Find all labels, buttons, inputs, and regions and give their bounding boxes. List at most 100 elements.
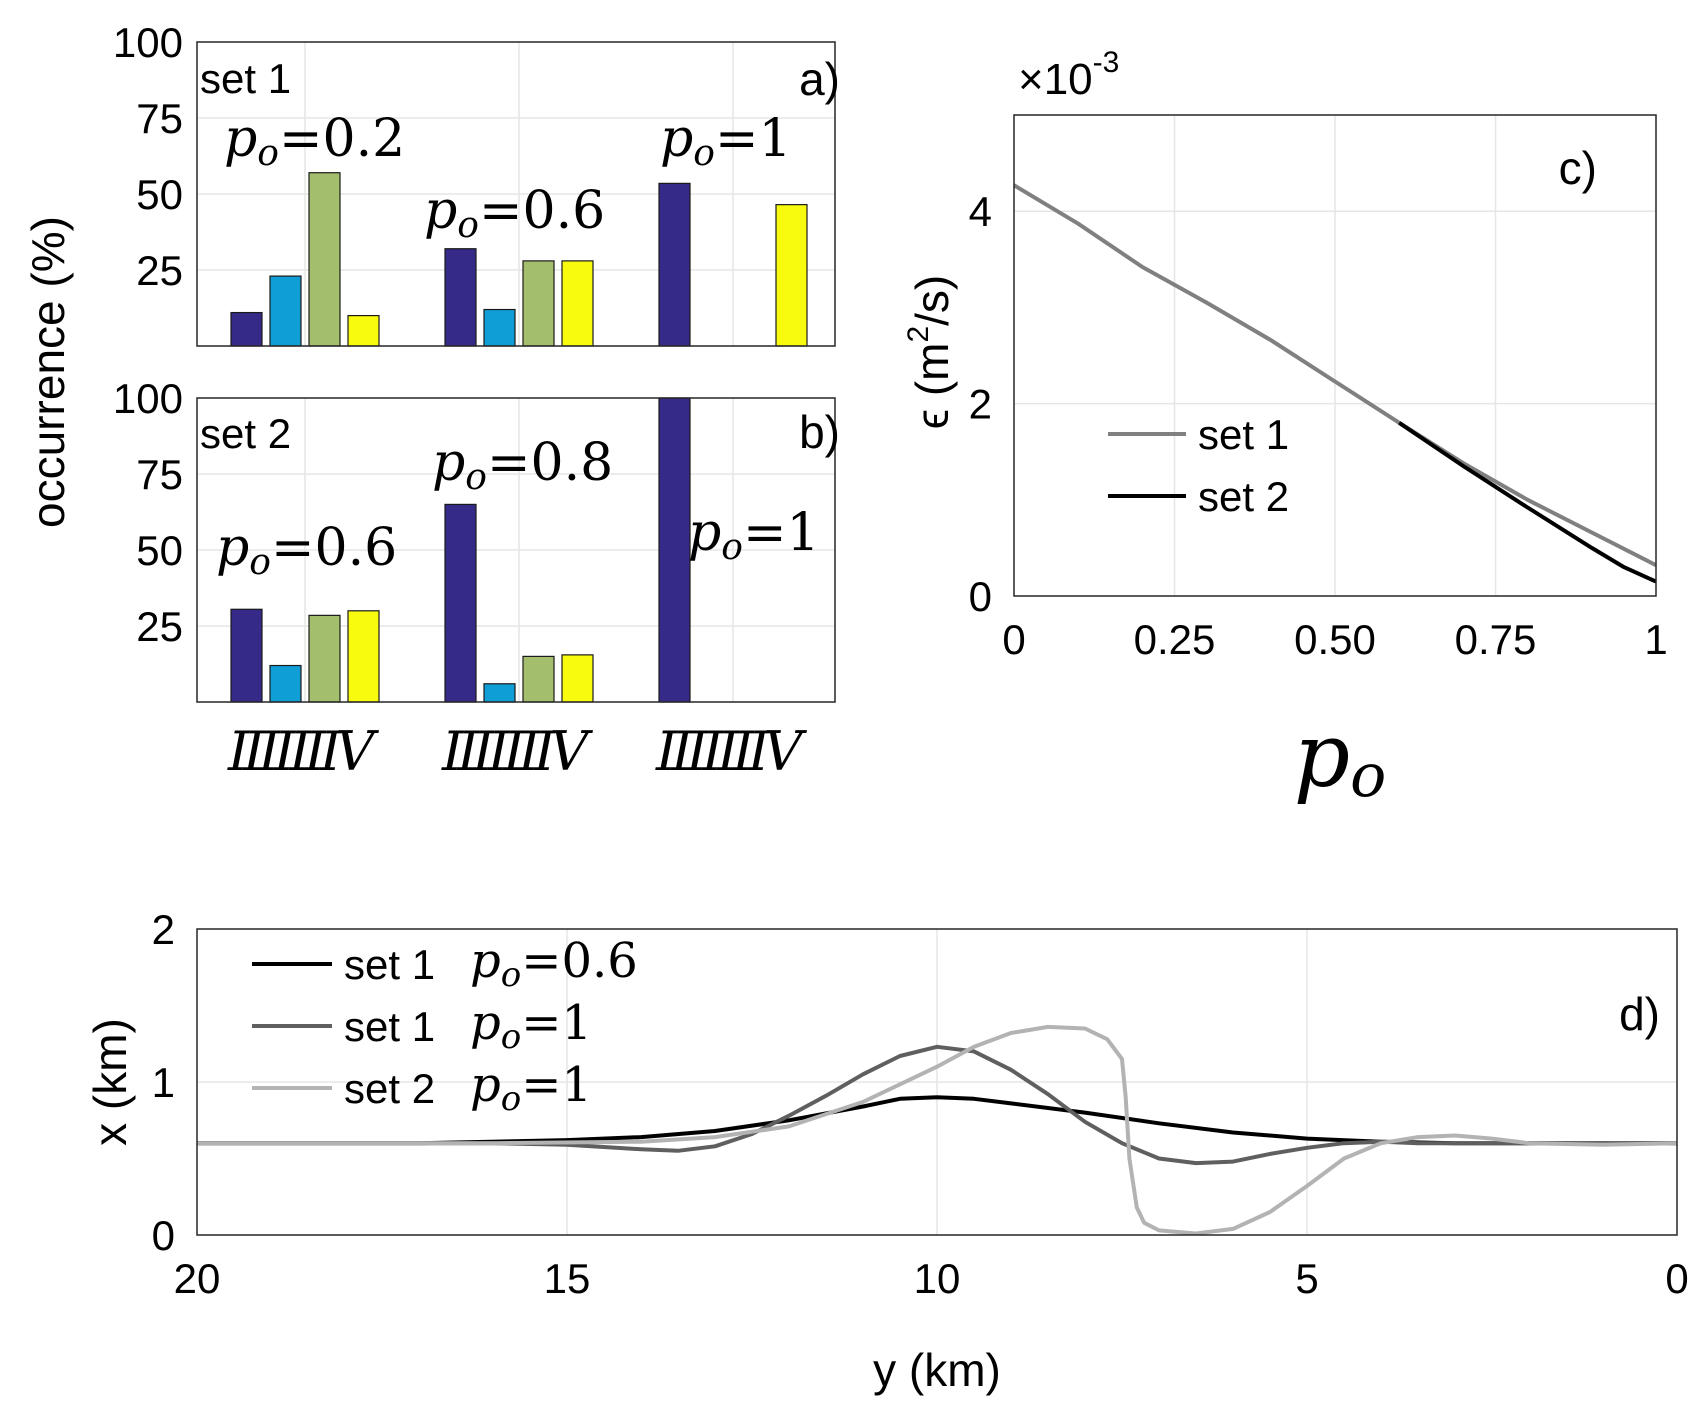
panel-c-ylabel: ϵ (m2/s): [902, 275, 958, 430]
panel-c-frame: [1013, 114, 1657, 597]
panel-b-annotation: po=0.8: [432, 433, 613, 498]
panel-c-xlabel: po: [1294, 704, 1386, 811]
panel-a-bar: [269, 275, 302, 347]
panel-d-ticks: 20 15 10 5 0 0 1 2: [152, 906, 1689, 1302]
panel-a-label: a): [799, 53, 840, 105]
panel-d-legend-annotation-p: p: [470, 995, 501, 1051]
panel-b-annotation-sub: o: [249, 542, 271, 583]
panel-d-ylabel: x (km): [84, 1018, 136, 1146]
panel-b-annotation-sub: o: [465, 457, 487, 498]
panel-ab-ylabel: occurrence (%): [22, 216, 74, 528]
panel-a-annotation-sub: o: [457, 205, 479, 246]
panel-a-yticks: 25 50 75 100: [113, 19, 183, 294]
panel-a-frame: [196, 41, 836, 347]
panel-d-xtick-label: 10: [914, 1255, 961, 1302]
panel-c-label: c): [1559, 142, 1597, 194]
panel-c-xtick-label: 0.50: [1294, 616, 1376, 663]
panel-a-annotation-sub: o: [693, 133, 715, 174]
panel-c-ylabel-suffix: /s): [906, 275, 958, 326]
panel-a-annotation-value: =0.6: [479, 181, 605, 241]
panel-d-legend-annotation: po=1: [470, 1057, 592, 1119]
panel-c-ticks: 0 0.25 0.50 0.75 1 0 2 4: [969, 188, 1668, 663]
panel-b-ytick-label: 50: [136, 527, 183, 574]
panel-a-ytick-label: 75: [136, 95, 183, 142]
panel-a-bar: [483, 308, 516, 347]
panel-b-bar: [308, 614, 341, 703]
panel-a-annotation: po=0.2: [224, 109, 405, 174]
panel-a-annotation-sub: o: [257, 133, 279, 174]
panel-b-annotation-sub: o: [721, 527, 743, 568]
panel-d-ytick-label: 0: [152, 1212, 175, 1259]
panel-d-frame: [196, 928, 1678, 1236]
panel-d-legend-annotation-sub: o: [501, 1017, 521, 1057]
panel-b-bar: [561, 654, 594, 703]
panel-c-xtick-label: 0: [1002, 616, 1025, 663]
panel-a-annotations: po=0.2po=0.6po=1: [224, 109, 792, 246]
panel-d-legend-annotation-p: p: [470, 933, 501, 989]
panel-b-yticks: 25 50 75 100: [113, 375, 183, 650]
panel-d-xlabel: y (km): [873, 1344, 1001, 1396]
panel-c-xlabel-base: p: [1294, 704, 1350, 807]
panel-b-annotations: po=0.6po=0.8po=1: [216, 433, 820, 583]
panel-b-category-group: IIIIIIIV: [655, 720, 807, 783]
panel-a-bar: [658, 182, 691, 347]
panel-d-legend-label: set 2: [344, 1065, 435, 1112]
panel-a-bar: [230, 311, 263, 347]
panel-b-annotation-p: p: [432, 433, 465, 493]
panel-a-annotation-value: =0.2: [279, 109, 405, 169]
panel-a-ytick-label: 100: [113, 19, 183, 66]
panel-a-annotation-value: =1: [715, 109, 792, 169]
panel-b-bar: [658, 397, 691, 703]
panel-c-legend: set 1 set 2: [1108, 411, 1289, 520]
panel-d-legend-annotation-sub: o: [501, 1079, 521, 1119]
panel-d-xtick-label: 5: [1295, 1255, 1318, 1302]
panel-c-ylabel-prefix: ϵ (m: [906, 343, 958, 430]
panel-c-legend-label: set 1: [1198, 411, 1289, 458]
panel-d-series-line: [197, 1024, 1678, 1236]
panel-c-xtick-label: 0.75: [1455, 616, 1537, 663]
panel-b-bar: [483, 683, 516, 703]
panel-d-legend-label: set 1: [344, 1003, 435, 1050]
panel-c-ytick-label: 4: [969, 188, 992, 235]
panel-d-xtick-label: 0: [1665, 1255, 1688, 1302]
panel-b-bar: [230, 608, 263, 703]
panel-b-annotation-p: p: [216, 518, 249, 578]
panel-d-legend-annotation-sub: o: [501, 955, 521, 995]
panel-d-ytick-label: 2: [152, 906, 175, 953]
panel-a-grid: [197, 42, 835, 346]
panel-a-bar: [775, 204, 808, 347]
panel-a-bar: [561, 260, 594, 347]
panel-b-ytick-label: 75: [136, 451, 183, 498]
panel-a-bar: [444, 248, 477, 347]
panel-b-annotation-p: p: [688, 503, 721, 563]
panel-b-category-group: IIIIIIIV: [227, 720, 379, 783]
panel-b-annotation-value: =1: [743, 503, 820, 563]
panel-b-category-group: IIIIIIIV: [441, 720, 593, 783]
panel-a-bars: [230, 172, 808, 347]
panel-c: 0 0.25 0.50 0.75 1 0 2 4 c) ×10-3 ϵ (m2/s) po s…: [902, 46, 1668, 811]
panel-c-ytick-label: 2: [969, 381, 992, 428]
panel-c-xlabel-sub: o: [1350, 741, 1386, 811]
panel-c-lines: [1012, 183, 1657, 584]
panel-d-legend-annotation: po=0.6: [470, 933, 638, 995]
panel-b-category-label: IV: [747, 720, 807, 783]
panel-c-legend-label: set 2: [1198, 473, 1289, 520]
panel-c-ytick-label: 0: [969, 573, 992, 620]
panel-d-lines: [197, 1024, 1678, 1236]
panel-a-annotation-p: p: [224, 109, 257, 169]
panel-c-ylabel-sup: 2: [902, 326, 935, 343]
panel-b-grid: [197, 398, 835, 702]
panel-c-grid: [1014, 115, 1656, 596]
panel-d-legend-label: set 1: [344, 941, 435, 988]
panel-a-annotation-p: p: [660, 109, 693, 169]
panel-b-annotation: po=0.6: [216, 518, 397, 583]
panel-a-bar: [522, 260, 555, 347]
panel-b-ytick-label: 100: [113, 375, 183, 422]
panel-d-label: d): [1619, 988, 1660, 1040]
panel-a-ytick-label: 25: [136, 247, 183, 294]
panel-c-series-line: [1012, 183, 1657, 567]
panel-d-ytick-label: 1: [152, 1059, 175, 1106]
